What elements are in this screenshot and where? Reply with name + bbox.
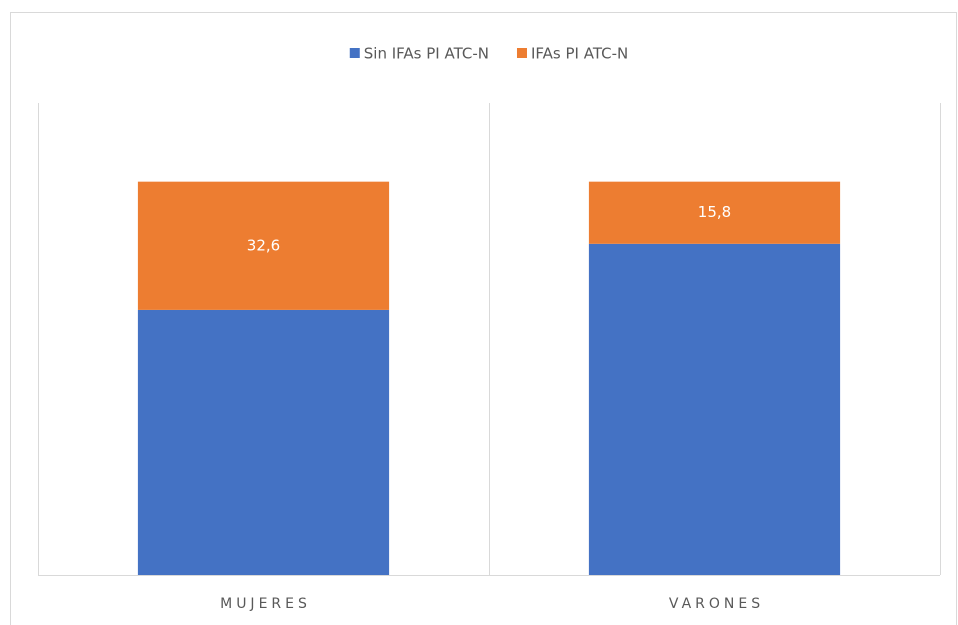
bar-segment: [137, 309, 390, 575]
data-label: 15,8: [698, 203, 731, 221]
bar-segment: [137, 181, 390, 310]
legend-swatch: [349, 48, 360, 58]
x-tick-label: MUJERES: [220, 596, 311, 612]
legend-label: IFAs PI ATC-N: [531, 45, 628, 63]
legend-label: Sin IFAs PI ATC-N: [364, 45, 489, 63]
x-tick-label: VARONES: [669, 596, 764, 612]
legend-swatch: [516, 48, 527, 58]
bar-segment: [588, 181, 841, 244]
bar-segment: [588, 243, 841, 575]
data-label: 32,6: [247, 236, 280, 254]
